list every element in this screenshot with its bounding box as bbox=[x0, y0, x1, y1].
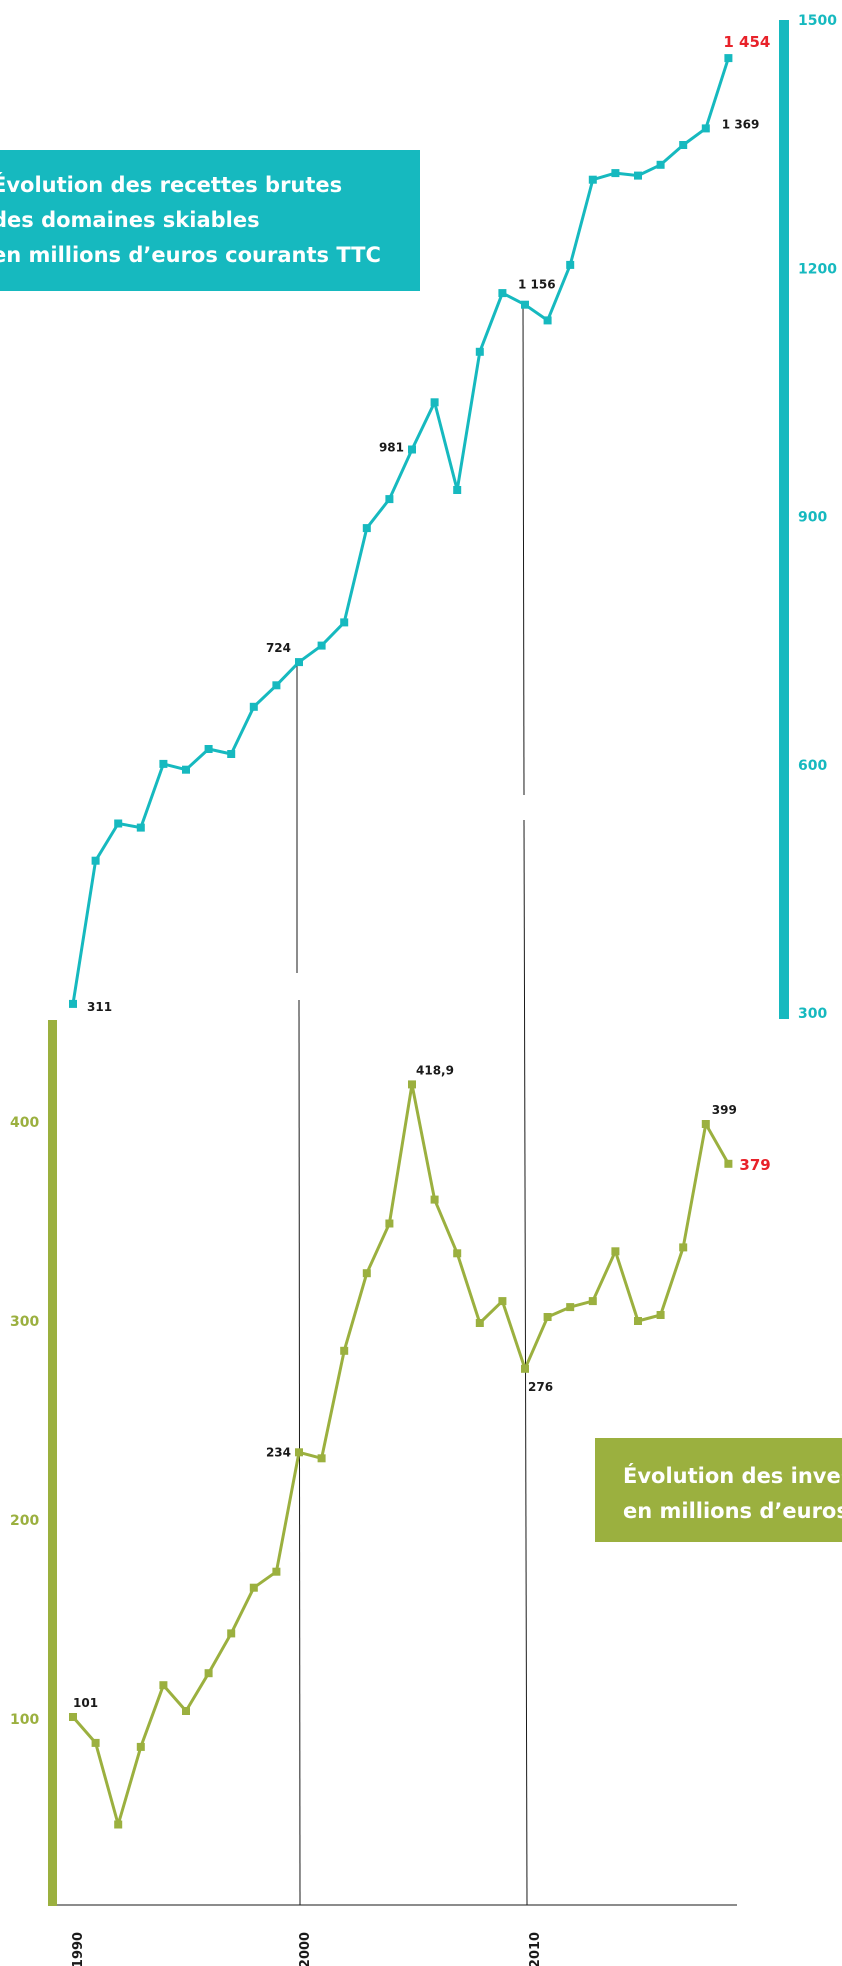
investment-point bbox=[679, 1243, 688, 1252]
revenue-point bbox=[91, 856, 100, 865]
revenue-point bbox=[227, 750, 236, 758]
revenue-point bbox=[69, 999, 77, 1008]
investment-point bbox=[136, 1742, 145, 1751]
investment-point bbox=[69, 1713, 77, 1721]
revenue-point bbox=[249, 702, 258, 711]
investment-point bbox=[543, 1313, 552, 1321]
revenue-point bbox=[588, 175, 597, 184]
year-reference-line bbox=[523, 819, 528, 1906]
revenue-point bbox=[453, 486, 462, 494]
investment-data-label: 101 bbox=[73, 1696, 98, 1710]
investment-point bbox=[159, 1681, 168, 1690]
revenue-point bbox=[272, 681, 281, 690]
investment-point bbox=[566, 1303, 575, 1312]
revenue-title-box: Évolution des recettes brutes des domain… bbox=[0, 150, 420, 291]
investment-point bbox=[475, 1319, 484, 1327]
investment-point bbox=[272, 1567, 281, 1576]
revenue-point bbox=[159, 759, 168, 768]
investment-data-label: 379 bbox=[739, 1156, 770, 1174]
investment-point bbox=[249, 1583, 258, 1592]
revenue-point bbox=[340, 618, 349, 627]
revenue-data-label: 1 156 bbox=[518, 278, 556, 292]
investment-y-tick-label: 200 bbox=[10, 1513, 39, 1529]
revenue-point bbox=[362, 524, 371, 533]
investment-point bbox=[227, 1629, 236, 1638]
revenue-title-line-3: en millions d’euros courants TTC bbox=[0, 243, 381, 267]
revenue-point bbox=[701, 124, 710, 133]
investment-point bbox=[701, 1120, 710, 1128]
investment-y-tick-label: 100 bbox=[10, 1712, 39, 1728]
revenue-data-label: 981 bbox=[379, 440, 404, 454]
investment-data-label: 234 bbox=[266, 1445, 291, 1459]
investment-point bbox=[91, 1738, 100, 1747]
revenue-point bbox=[543, 316, 552, 325]
revenue-point bbox=[182, 765, 190, 774]
investment-point bbox=[656, 1311, 665, 1319]
investment-point bbox=[588, 1297, 597, 1306]
revenue-data-label: 1 454 bbox=[723, 33, 770, 51]
investment-data-label: 399 bbox=[712, 1103, 737, 1117]
investment-point bbox=[295, 1448, 303, 1457]
investment-line bbox=[71, 1082, 730, 1826]
revenue-point bbox=[430, 398, 439, 407]
revenue-point bbox=[385, 495, 394, 504]
revenue-point bbox=[566, 260, 575, 269]
x-tick-label: 2010 bbox=[528, 1932, 543, 1966]
investment-point bbox=[498, 1297, 507, 1306]
revenue-title-line-2: des domaines skiables bbox=[0, 208, 260, 232]
revenue-y-tick-label: 600 bbox=[798, 758, 827, 774]
investment-data-label: 418,9 bbox=[416, 1063, 454, 1077]
investment-point bbox=[385, 1219, 394, 1228]
investment-point bbox=[317, 1454, 326, 1463]
investment-point bbox=[724, 1159, 733, 1168]
year-reference-line bbox=[522, 300, 525, 796]
investment-data-label: 276 bbox=[528, 1380, 553, 1394]
investment-point bbox=[362, 1269, 371, 1278]
revenue-point bbox=[611, 169, 620, 178]
revenue-point bbox=[634, 171, 642, 180]
revenue-point bbox=[724, 54, 733, 63]
investment-title-line-2: en millions d’euros courants bbox=[623, 1499, 842, 1523]
investment-title-box: Évolution des investissements en million… bbox=[595, 1438, 842, 1542]
investment-y-tick-label: 300 bbox=[10, 1314, 39, 1330]
revenue-point bbox=[317, 641, 326, 650]
investment-point bbox=[204, 1669, 213, 1678]
investment-point bbox=[430, 1195, 439, 1204]
revenue-point bbox=[679, 141, 688, 149]
investment-point bbox=[521, 1364, 529, 1373]
revenue-title-line-1: Évolution des recettes brutes bbox=[0, 173, 343, 197]
revenue-y-tick-label: 1500 bbox=[798, 13, 837, 29]
investment-point bbox=[408, 1080, 416, 1089]
revenue-point bbox=[295, 658, 303, 667]
revenue-point bbox=[204, 745, 213, 753]
revenue-data-label: 1 369 bbox=[722, 117, 760, 131]
revenue-point bbox=[656, 160, 665, 169]
revenue-y-tick-label: 300 bbox=[798, 1006, 827, 1022]
revenue-y-tick-label: 1200 bbox=[798, 261, 837, 277]
revenue-data-label: 311 bbox=[87, 1000, 112, 1014]
revenue-point bbox=[114, 819, 123, 828]
investment-axis-bar bbox=[48, 1020, 57, 1906]
revenue-point bbox=[475, 347, 484, 356]
investment-point bbox=[453, 1249, 462, 1258]
investment-y-tick-label: 400 bbox=[10, 1115, 39, 1131]
revenue-point bbox=[136, 823, 145, 832]
investment-point bbox=[611, 1247, 620, 1256]
revenue-y-tick-label: 900 bbox=[798, 510, 827, 526]
investment-point bbox=[182, 1707, 190, 1715]
revenue-point bbox=[498, 289, 507, 298]
investment-point bbox=[634, 1317, 642, 1325]
x-tick-label: 2000 bbox=[298, 1932, 313, 1966]
investment-title-line-1: Évolution des investissements bbox=[623, 1464, 842, 1488]
x-tick-label: 1990 bbox=[71, 1932, 86, 1966]
revenue-point bbox=[408, 445, 416, 454]
revenue-axis-bar bbox=[779, 20, 789, 1019]
investment-point bbox=[114, 1820, 123, 1829]
revenue-point bbox=[521, 300, 529, 309]
investment-point bbox=[340, 1346, 349, 1355]
revenue-data-label: 724 bbox=[266, 641, 291, 655]
